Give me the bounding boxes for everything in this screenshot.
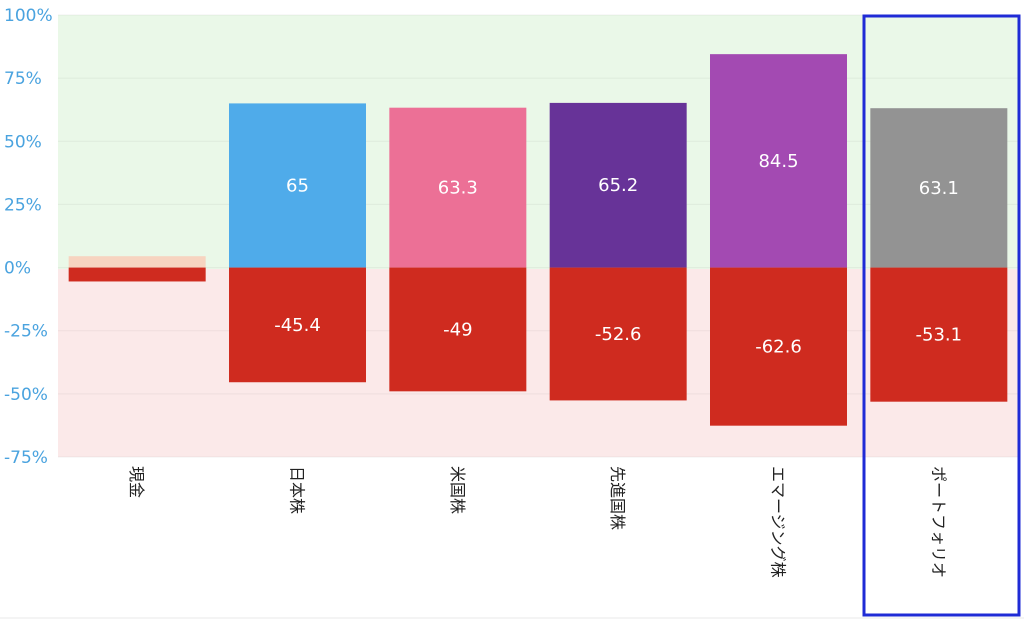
x-category-label: 現金	[127, 466, 146, 498]
bar-positive	[870, 108, 1008, 268]
data-label-negative: -52.6	[595, 324, 642, 345]
data-label-negative: -53.1	[916, 325, 963, 346]
data-label-negative: -49	[443, 319, 472, 340]
bar-positive	[229, 103, 366, 268]
data-labels: 65 -45.4 63.3 -49 65.2 -52.6 84.5 -62.6 63.1 -53.…	[274, 151, 962, 358]
bar-positive	[549, 102, 687, 268]
y-tick-label: 75%	[4, 69, 42, 89]
bar-positive	[389, 107, 527, 268]
positive-band	[58, 15, 1020, 269]
data-label-positive: 63.3	[438, 178, 478, 199]
x-category-label: 先進国株	[608, 466, 627, 530]
bar-negative	[68, 267, 206, 282]
negative-band	[58, 269, 1020, 457]
data-label-positive: 65	[286, 175, 309, 196]
bar-negative	[389, 267, 527, 392]
data-label-negative: -45.4	[274, 315, 321, 336]
y-tick-label: -25%	[4, 322, 48, 342]
x-category-label: 日本株	[288, 466, 307, 514]
bar-positive	[68, 256, 206, 268]
x-category-label: ポートフォリオ	[929, 466, 948, 578]
gridlines	[58, 14, 1020, 458]
bar-negative	[549, 267, 687, 401]
bar-positive	[710, 54, 847, 268]
x-axis-categories: 現金 日本株 米国株 先進国株 エマージング株 ポートフォリオ	[127, 466, 948, 578]
data-label-positive: 84.5	[758, 151, 798, 172]
bar-negative	[229, 267, 366, 383]
bar-negative	[870, 267, 1008, 402]
y-tick-label: -50%	[4, 385, 48, 405]
data-label-negative: -62.6	[755, 337, 802, 358]
bars	[68, 54, 1008, 426]
highlight-box	[862, 14, 1021, 617]
y-tick-label: 100%	[4, 6, 53, 26]
y-tick-label: 50%	[4, 132, 42, 152]
bar-negative	[710, 267, 847, 426]
x-category-label: 米国株	[448, 466, 467, 514]
data-label-positive: 63.1	[919, 178, 959, 199]
y-tick-label: 0%	[4, 259, 31, 279]
y-tick-label: 25%	[4, 195, 42, 215]
data-label-positive: 65.2	[598, 175, 638, 196]
y-axis-ticks: 100% 75% 50% 25% 0% -25% -50% -75%	[4, 6, 53, 468]
y-tick-label: -75%	[4, 448, 48, 468]
x-category-label: エマージング株	[769, 466, 788, 578]
